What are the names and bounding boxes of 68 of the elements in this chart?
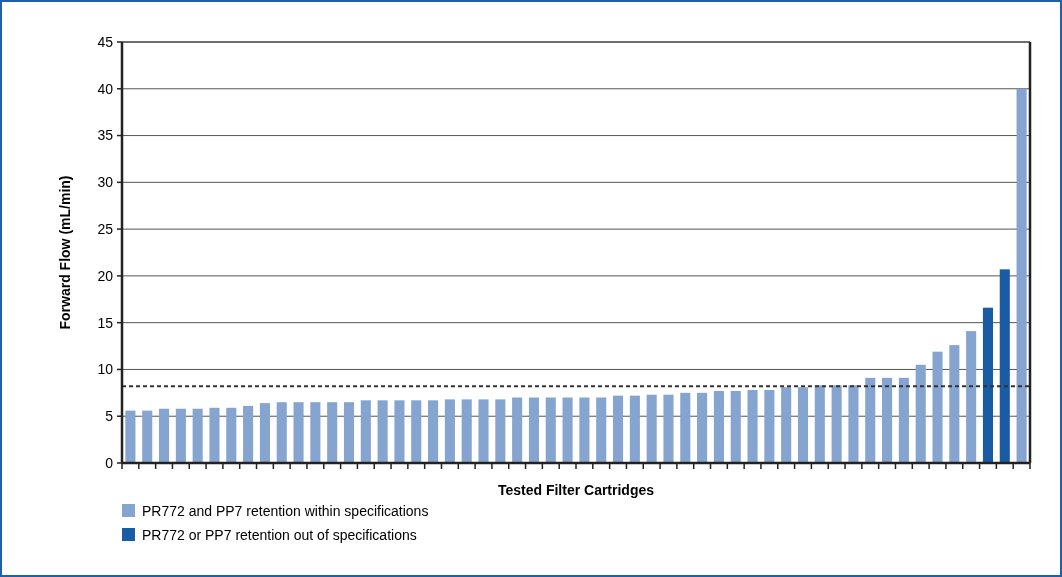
bar <box>310 402 321 463</box>
bar <box>175 408 186 463</box>
bar <box>495 399 506 463</box>
y-axis-title: Forward Flow (mL/min) <box>57 175 73 330</box>
bar <box>259 403 270 463</box>
bar <box>545 397 556 463</box>
bar <box>343 402 355 463</box>
legend-label: PR772 or PP7 retention out of specifications <box>142 526 417 543</box>
y-tick-label: 0 <box>105 454 114 471</box>
bar <box>276 402 287 463</box>
bar <box>596 397 607 463</box>
bar <box>797 387 809 463</box>
bar <box>158 408 170 463</box>
bar <box>713 390 724 463</box>
bar <box>562 397 573 463</box>
bar <box>293 402 304 463</box>
y-tick-label: 5 <box>105 408 114 425</box>
bar <box>125 410 136 463</box>
bar <box>680 392 691 463</box>
bar <box>444 399 455 463</box>
bar <box>966 331 977 463</box>
bar <box>915 364 926 463</box>
x-axis-title: Tested Filter Cartridges <box>497 482 655 498</box>
bar <box>629 395 640 463</box>
y-tick-label: 45 <box>97 33 114 50</box>
bar <box>192 408 203 463</box>
bar <box>360 400 371 463</box>
bar <box>932 351 943 463</box>
bar <box>243 405 254 463</box>
bar <box>142 410 153 463</box>
bar <box>781 387 792 463</box>
bar <box>764 390 775 463</box>
bar <box>528 397 540 463</box>
bar <box>478 399 489 463</box>
y-tick-label: 10 <box>97 361 114 378</box>
y-tick-label: 30 <box>97 174 114 191</box>
bar <box>646 394 657 463</box>
y-tick-label: 35 <box>97 127 114 144</box>
bar <box>512 397 523 463</box>
bar <box>882 377 893 463</box>
bar <box>949 345 960 463</box>
bar <box>1016 88 1027 463</box>
bar <box>831 385 842 463</box>
bar <box>394 400 405 463</box>
bar <box>377 400 388 463</box>
bar <box>999 269 1010 463</box>
bar <box>327 402 338 463</box>
bar <box>730 390 741 463</box>
bar <box>814 385 825 463</box>
bar <box>209 407 220 463</box>
bar <box>579 397 590 463</box>
y-tick-label: 25 <box>97 221 114 238</box>
bar <box>982 307 994 463</box>
bar <box>697 392 708 463</box>
bar <box>663 394 674 463</box>
bar <box>848 385 859 463</box>
bar <box>865 377 876 463</box>
bar <box>747 390 758 463</box>
bar <box>898 377 909 463</box>
bar <box>612 395 624 463</box>
bar <box>411 400 422 463</box>
legend-label: PR772 and PP7 retention within specifications <box>142 502 429 519</box>
y-tick-label: 15 <box>97 314 114 331</box>
bar <box>226 407 237 463</box>
bar <box>461 399 472 463</box>
y-tick-label: 20 <box>97 267 114 284</box>
bar <box>428 400 439 463</box>
y-tick-label: 40 <box>97 80 114 97</box>
